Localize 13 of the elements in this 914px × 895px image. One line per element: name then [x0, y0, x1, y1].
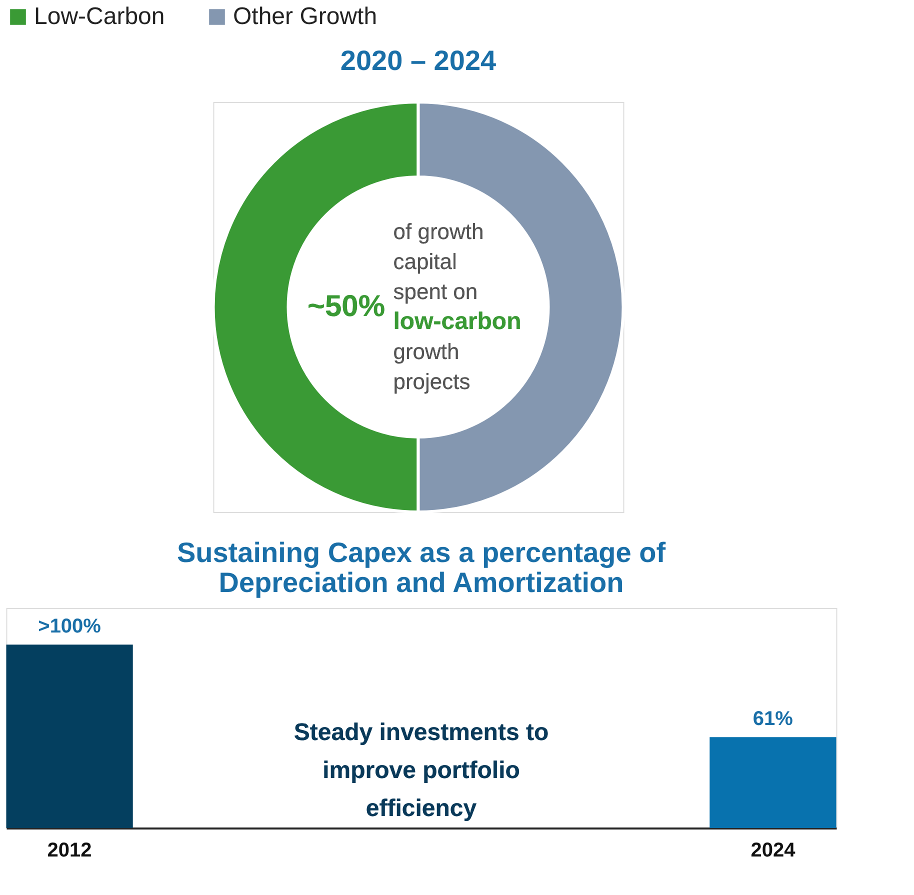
- data-label: >100%: [38, 616, 102, 638]
- data-label: 61%: [752, 708, 794, 730]
- x-tick-label: 2024: [750, 840, 796, 862]
- chart-title: Sustaining Capex as a percentage of Depreciation and Amortization: [176, 537, 666, 598]
- text: low-carbon: [393, 308, 522, 335]
- text: 2020 – 2024: [340, 45, 497, 76]
- x-tick-label: 2012: [47, 840, 92, 862]
- annotation: Steady investments to improve portfolio efficiency: [294, 719, 549, 822]
- text: growth projects: [393, 339, 470, 394]
- legend-label: Other Growth: [233, 3, 378, 30]
- legend-label: Low-Carbon: [34, 3, 165, 30]
- text: ~50%: [307, 290, 386, 323]
- text: of growth capital spent on: [393, 219, 484, 304]
